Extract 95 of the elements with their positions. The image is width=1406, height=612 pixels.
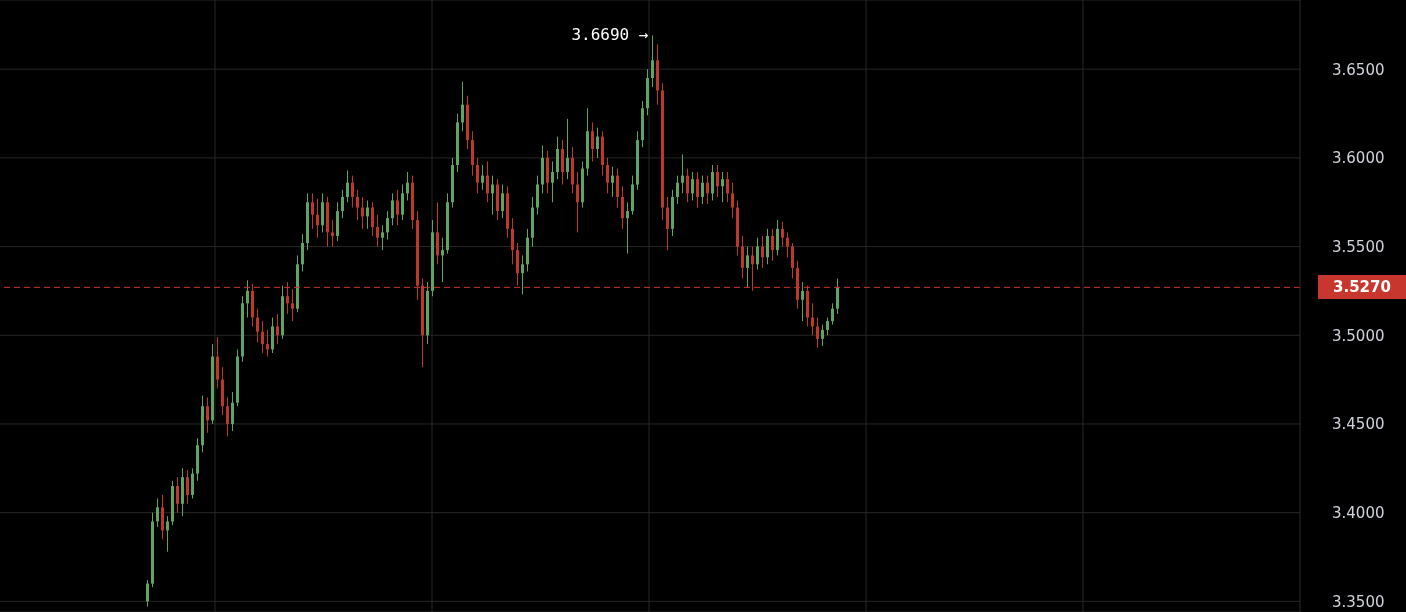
candlestick	[146, 579, 149, 608]
candlestick	[261, 320, 264, 354]
candlestick	[716, 164, 719, 198]
candlestick	[246, 279, 249, 319]
y-tick-label: 3.3500	[1332, 592, 1385, 611]
candlestick	[521, 254, 524, 295]
candlestick	[256, 308, 259, 343]
candlestick	[576, 171, 579, 233]
candlestick	[271, 317, 274, 354]
candlestick	[691, 171, 694, 201]
y-tick-label: 3.4500	[1332, 415, 1385, 434]
candlestick	[386, 210, 389, 240]
candlestick	[156, 497, 159, 528]
candlestick	[556, 136, 559, 180]
candlestick	[436, 201, 439, 265]
candlestick	[606, 157, 609, 194]
candlestick	[311, 192, 314, 230]
candlestick	[226, 396, 229, 437]
candlestick	[276, 313, 279, 345]
candlestick	[771, 228, 774, 262]
candlestick	[766, 228, 769, 265]
candlestick	[406, 171, 409, 201]
candlestick	[756, 237, 759, 271]
candlestick	[381, 224, 384, 251]
candlestick	[831, 302, 834, 326]
candlestick	[621, 185, 624, 230]
candlestick	[726, 171, 729, 203]
candlestick	[681, 153, 684, 194]
candlestick	[401, 183, 404, 221]
candlestick	[696, 171, 699, 209]
candlestick	[791, 242, 794, 279]
y-tick-label: 3.5500	[1332, 237, 1385, 256]
candlestick	[321, 192, 324, 233]
candlestick	[596, 127, 599, 159]
candlestick	[371, 201, 374, 237]
candlestick	[816, 317, 819, 349]
candlestick	[476, 157, 479, 194]
candlestick	[616, 168, 619, 209]
candlestick	[761, 235, 764, 269]
candlestick	[591, 121, 594, 162]
candlestick	[746, 246, 749, 288]
candlestick	[566, 118, 569, 180]
candlestick	[191, 467, 194, 499]
candlestick	[776, 219, 779, 256]
candlestick	[491, 175, 494, 216]
candlestick	[781, 221, 784, 248]
y-tick-label: 3.4000	[1332, 503, 1385, 522]
candlestick	[216, 336, 219, 389]
candlestick	[231, 391, 234, 432]
candlestick	[551, 160, 554, 203]
candlestick	[651, 34, 654, 88]
candlestick	[331, 219, 334, 248]
candlestick	[486, 160, 489, 203]
candlestick	[686, 168, 689, 203]
candlestick	[706, 175, 709, 205]
candlestick	[441, 237, 444, 283]
candlestick	[316, 198, 319, 239]
candlestick	[341, 189, 344, 219]
candlestick	[721, 171, 724, 203]
candlestick	[351, 175, 354, 209]
candlestick	[626, 201, 629, 255]
candlestick	[741, 235, 744, 279]
y-tick-label: 3.6000	[1332, 149, 1385, 168]
candlestick	[536, 175, 539, 216]
candlestick	[821, 324, 824, 347]
candlestick	[701, 175, 704, 205]
candlestick	[676, 175, 679, 205]
candlestick	[561, 139, 564, 185]
candlestick	[346, 169, 349, 203]
y-tick-label: 3.5000	[1332, 326, 1385, 345]
candlestick	[206, 396, 209, 434]
ref-line-label: 3.5270	[1318, 275, 1406, 300]
candlestick	[161, 494, 164, 540]
candlestick	[786, 231, 789, 258]
candlestick	[301, 233, 304, 272]
candlestick	[391, 192, 394, 226]
candlestick	[396, 189, 399, 226]
candlestick	[356, 189, 359, 221]
candlestick	[291, 288, 294, 322]
candlestick	[511, 217, 514, 265]
candlestick	[501, 183, 504, 219]
candlestick	[836, 278, 839, 315]
candlestick	[481, 164, 484, 191]
candlestick	[176, 476, 179, 514]
candlestick	[266, 329, 269, 358]
candlestick	[801, 281, 804, 322]
y-tick-label: 3.6500	[1332, 60, 1385, 79]
candlestick	[666, 196, 669, 251]
candlestick	[611, 166, 614, 198]
candlestick	[461, 81, 464, 132]
annotation: 3.6690 →	[571, 25, 649, 46]
candlestick	[376, 214, 379, 248]
candlestick	[731, 182, 734, 219]
candlestick	[186, 469, 189, 505]
candlestick	[711, 164, 714, 201]
